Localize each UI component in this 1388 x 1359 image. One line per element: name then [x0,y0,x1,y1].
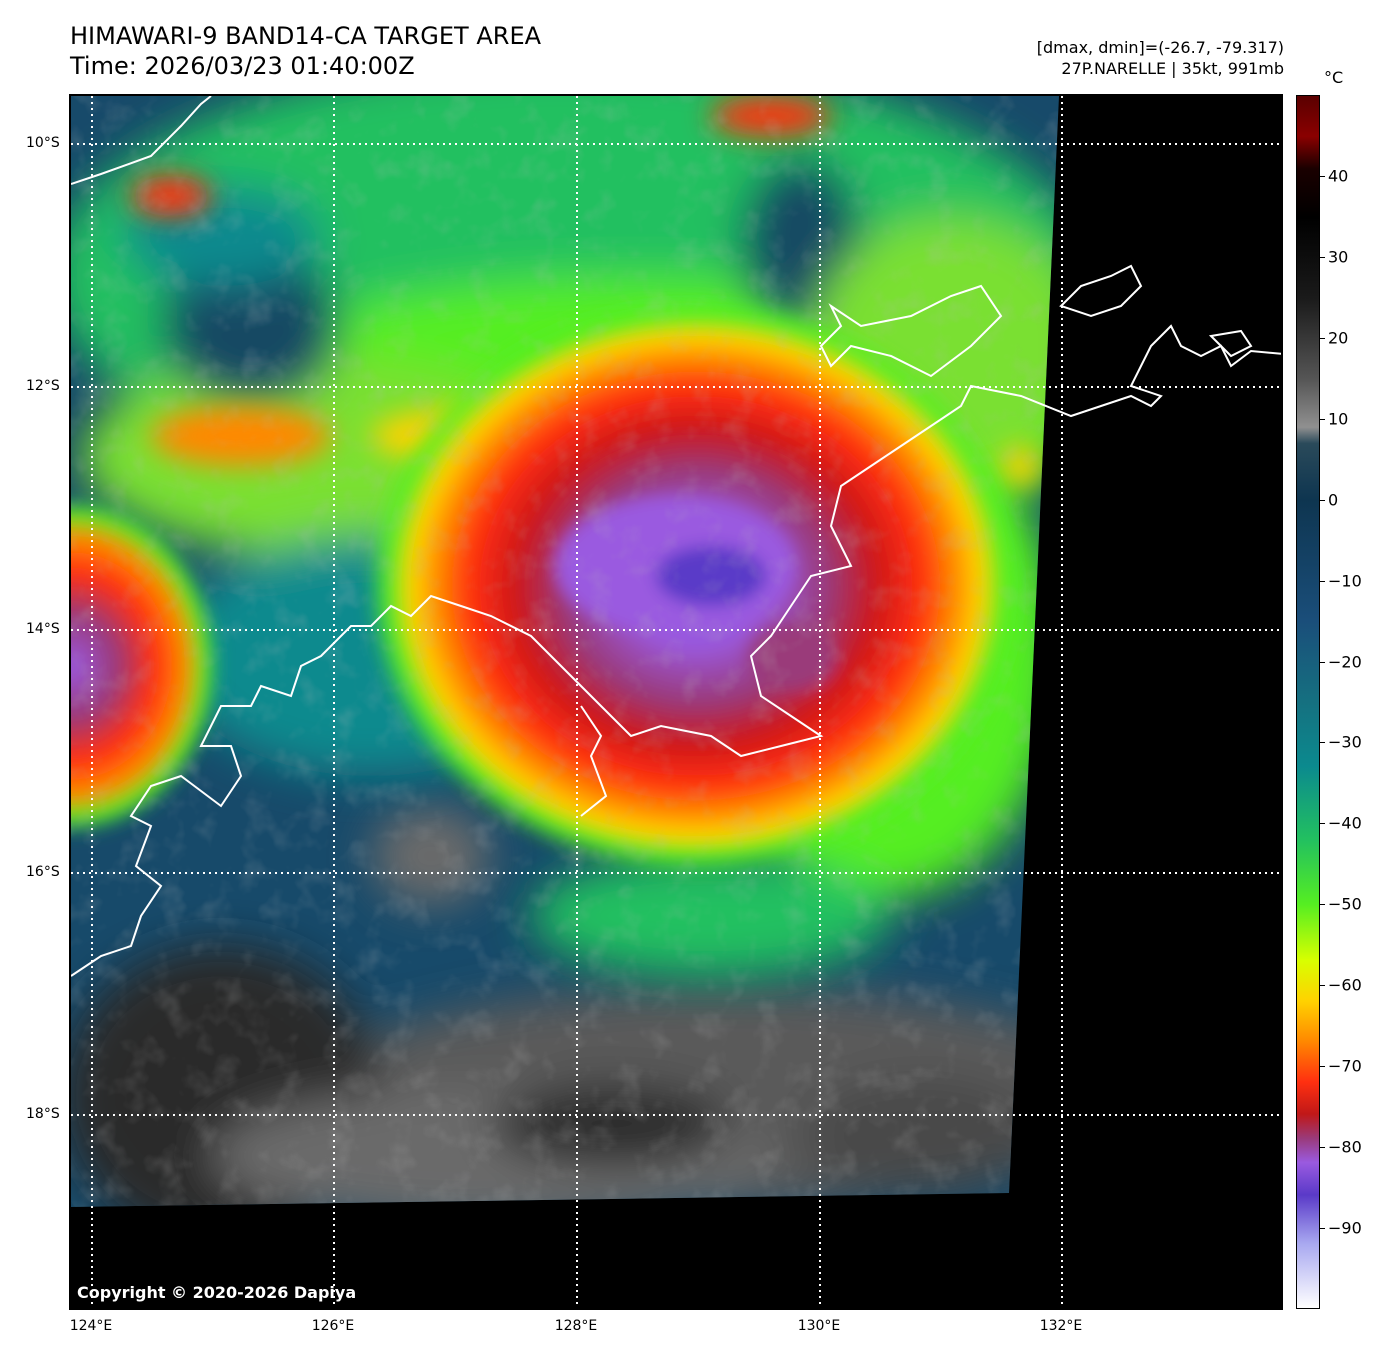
lon-label-130e: 130°E [797,1318,841,1334]
colorbar-tick [1320,823,1325,825]
colorbar-tick [1320,1228,1325,1230]
graticule [71,96,1281,1308]
colorbar-tick [1320,175,1325,177]
colorbar-tick-label: −70 [1328,1056,1362,1076]
colorbar-tick-label: −60 [1328,975,1362,995]
satellite-imagery [71,96,1281,1308]
colorbar-tick [1320,256,1325,258]
colorbar-tick-label: −20 [1328,652,1362,672]
colorbar-tick-label: 40 [1328,166,1349,186]
satellite-map: Copyright © 2020-2026 Dapiya [69,94,1283,1310]
colorbar-unit: °C [1324,68,1344,87]
storm-info: 27P.NARELLE | 35kt, 991mb [1061,59,1284,78]
lon-label-132e: 132°E [1039,1318,1083,1334]
colorbar-tick [1320,1147,1325,1149]
lat-label-12s: 12°S [26,378,60,394]
colorbar-tick [1320,337,1325,339]
coastlines [71,96,1281,977]
colorbar-tick [1320,418,1325,420]
lon-label-124e: 124°E [69,1318,113,1334]
colorbar-tick [1320,1066,1325,1068]
colorbar-tick [1320,985,1325,987]
temperature-range-info: [dmax, dmin]=(-26.7, -79.317) [1036,38,1284,57]
colorbar-tick [1320,742,1325,744]
colorbar-tick [1320,580,1325,582]
lat-label-10s: 10°S [26,135,60,151]
lat-label-16s: 16°S [26,864,60,880]
colorbar-tick-label: −90 [1328,1218,1362,1238]
timestamp-title: Time: 2026/03/23 01:40:00Z [70,52,415,80]
lon-label-128e: 128°E [554,1318,598,1334]
lat-label-18s: 18°S [26,1106,60,1122]
lat-label-14s: 14°S [26,621,60,637]
colorbar-tick-label: 20 [1328,328,1349,348]
map-title: HIMAWARI-9 BAND14-CA TARGET AREA [70,22,542,50]
colorbar-tick-label: 10 [1328,409,1349,429]
colorbar-tick-label: 0 [1328,490,1339,510]
colorbar [1296,95,1320,1309]
colorbar-tick-label: 30 [1328,247,1349,267]
colorbar-tick-label: −40 [1328,813,1362,833]
colorbar-tick-label: −10 [1328,571,1362,591]
lon-label-126e: 126°E [311,1318,355,1334]
colorbar-tick [1320,661,1325,663]
colorbar-tick-label: −50 [1328,894,1362,914]
colorbar-tick [1320,904,1325,906]
colorbar-tick-label: −30 [1328,732,1362,752]
satellite-swath [71,96,1059,1207]
copyright-notice: Copyright © 2020-2026 Dapiya [77,1283,357,1302]
colorbar-tick [1320,499,1325,501]
colorbar-tick-label: −80 [1328,1137,1362,1157]
